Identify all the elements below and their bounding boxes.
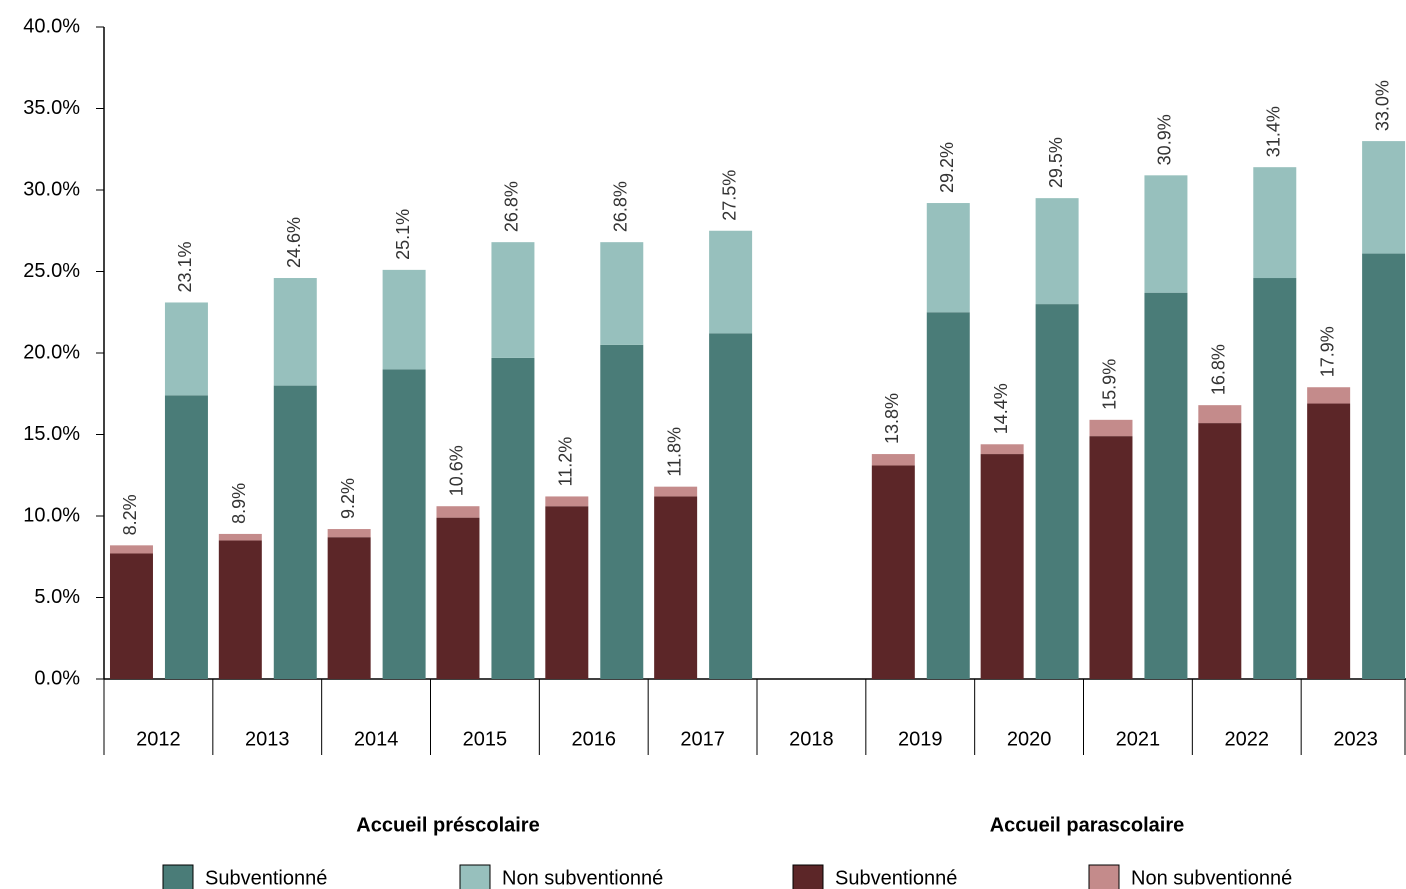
bar-segment <box>709 333 753 679</box>
bar-segment <box>1362 253 1406 679</box>
bar-segment <box>1198 405 1242 424</box>
x-tick-label: 2013 <box>245 728 290 750</box>
bar-segment <box>871 454 915 466</box>
bar-segment <box>273 278 317 386</box>
legend-swatch <box>1088 864 1120 889</box>
x-tick-label: 2023 <box>1333 728 1378 750</box>
total-label: 33.0% <box>1372 80 1392 131</box>
total-label: 25.1% <box>393 209 413 260</box>
bar-segment <box>1198 423 1242 679</box>
x-tick-label: 2020 <box>1007 728 1052 750</box>
bar-segment <box>382 269 426 370</box>
total-label: 16.8% <box>1209 344 1229 395</box>
bar-segment <box>980 444 1024 455</box>
legend-label: Subventionné <box>835 867 957 889</box>
legend-title: Accueil parascolaire <box>990 814 1185 836</box>
y-tick-label: 15.0% <box>23 423 80 445</box>
bar-segment <box>1089 436 1133 679</box>
bar-segment <box>1144 175 1188 293</box>
bar-segment <box>327 537 371 679</box>
bar-segment <box>164 395 208 679</box>
y-tick-label: 0.0% <box>34 667 80 689</box>
total-label: 26.8% <box>502 181 522 232</box>
x-tick-label: 2017 <box>680 728 725 750</box>
total-label: 31.4% <box>1264 106 1284 157</box>
bar-segment <box>1144 292 1188 679</box>
bar-segment <box>545 506 589 679</box>
y-tick-label: 20.0% <box>23 341 80 363</box>
bar-segment <box>491 357 535 679</box>
bar-segment <box>273 385 317 679</box>
bar-segment <box>600 242 644 345</box>
bar-segment <box>436 506 480 518</box>
legend-title: Accueil préscolaire <box>356 814 539 836</box>
total-label: 11.8% <box>664 427 684 477</box>
bar-segment <box>871 465 915 679</box>
total-label: 9.2% <box>338 478 358 519</box>
y-tick-label: 30.0% <box>23 178 80 200</box>
total-label: 30.9% <box>1155 114 1175 165</box>
bar-segment <box>436 517 480 679</box>
total-label: 8.9% <box>229 483 249 524</box>
total-label: 8.2% <box>120 494 140 535</box>
x-tick-label: 2016 <box>572 728 617 750</box>
total-label: 11.2% <box>556 437 576 487</box>
total-label: 14.4% <box>991 383 1011 434</box>
bar-segment <box>1307 387 1351 404</box>
x-tick-label: 2015 <box>463 728 508 750</box>
total-label: 27.5% <box>719 170 739 221</box>
legend-swatch <box>459 864 491 889</box>
y-tick-label: 10.0% <box>23 504 80 526</box>
total-label: 29.5% <box>1046 137 1066 188</box>
legend-swatch <box>792 864 824 889</box>
bar-segment <box>491 242 535 358</box>
x-tick-label: 2019 <box>898 728 943 750</box>
bar-segment <box>382 369 426 679</box>
y-tick-label: 25.0% <box>23 260 80 282</box>
y-tick-label: 40.0% <box>23 15 80 37</box>
x-tick-label: 2022 <box>1225 728 1270 750</box>
bar-segment <box>1035 198 1079 305</box>
total-label: 29.2% <box>937 142 957 193</box>
total-label: 17.9% <box>1317 326 1337 377</box>
bar-segment <box>327 529 371 538</box>
total-label: 10.6% <box>447 445 467 496</box>
bar-segment <box>926 203 970 313</box>
bar-segment <box>654 496 698 679</box>
bar-segment <box>545 496 589 507</box>
bar-segment <box>218 533 262 541</box>
bar-segment <box>709 230 753 334</box>
x-tick-label: 2021 <box>1116 728 1161 750</box>
bar-segment <box>218 540 262 679</box>
total-label: 15.9% <box>1100 359 1120 410</box>
bar-segment <box>1035 304 1079 679</box>
x-tick-label: 2014 <box>354 728 399 750</box>
legend-label: Non subventionné <box>1131 867 1292 889</box>
bar-segment <box>1089 419 1133 437</box>
bar-segment <box>1307 403 1351 679</box>
x-tick-label: 2012 <box>136 728 181 750</box>
legend-swatch <box>162 864 194 889</box>
y-tick-label: 5.0% <box>34 586 80 608</box>
total-label: 23.1% <box>175 241 195 292</box>
y-tick-label: 35.0% <box>23 97 80 119</box>
legend-label: Subventionné <box>205 867 327 889</box>
bar-segment <box>109 553 153 679</box>
bar-segment <box>980 454 1024 679</box>
bar-segment <box>654 486 698 497</box>
bar-segment <box>1362 141 1406 254</box>
bar-segment <box>109 545 153 554</box>
bar-segment <box>1253 167 1297 279</box>
legend-label: Non subventionné <box>502 867 663 889</box>
total-label: 13.8% <box>882 393 902 444</box>
bar-segment <box>926 312 970 679</box>
bar-segment <box>600 344 644 679</box>
bar-segment <box>164 302 208 396</box>
total-label: 26.8% <box>611 181 631 232</box>
x-tick-label: 2018 <box>789 728 834 750</box>
bar-segment <box>1253 278 1297 679</box>
total-label: 24.6% <box>284 217 304 268</box>
